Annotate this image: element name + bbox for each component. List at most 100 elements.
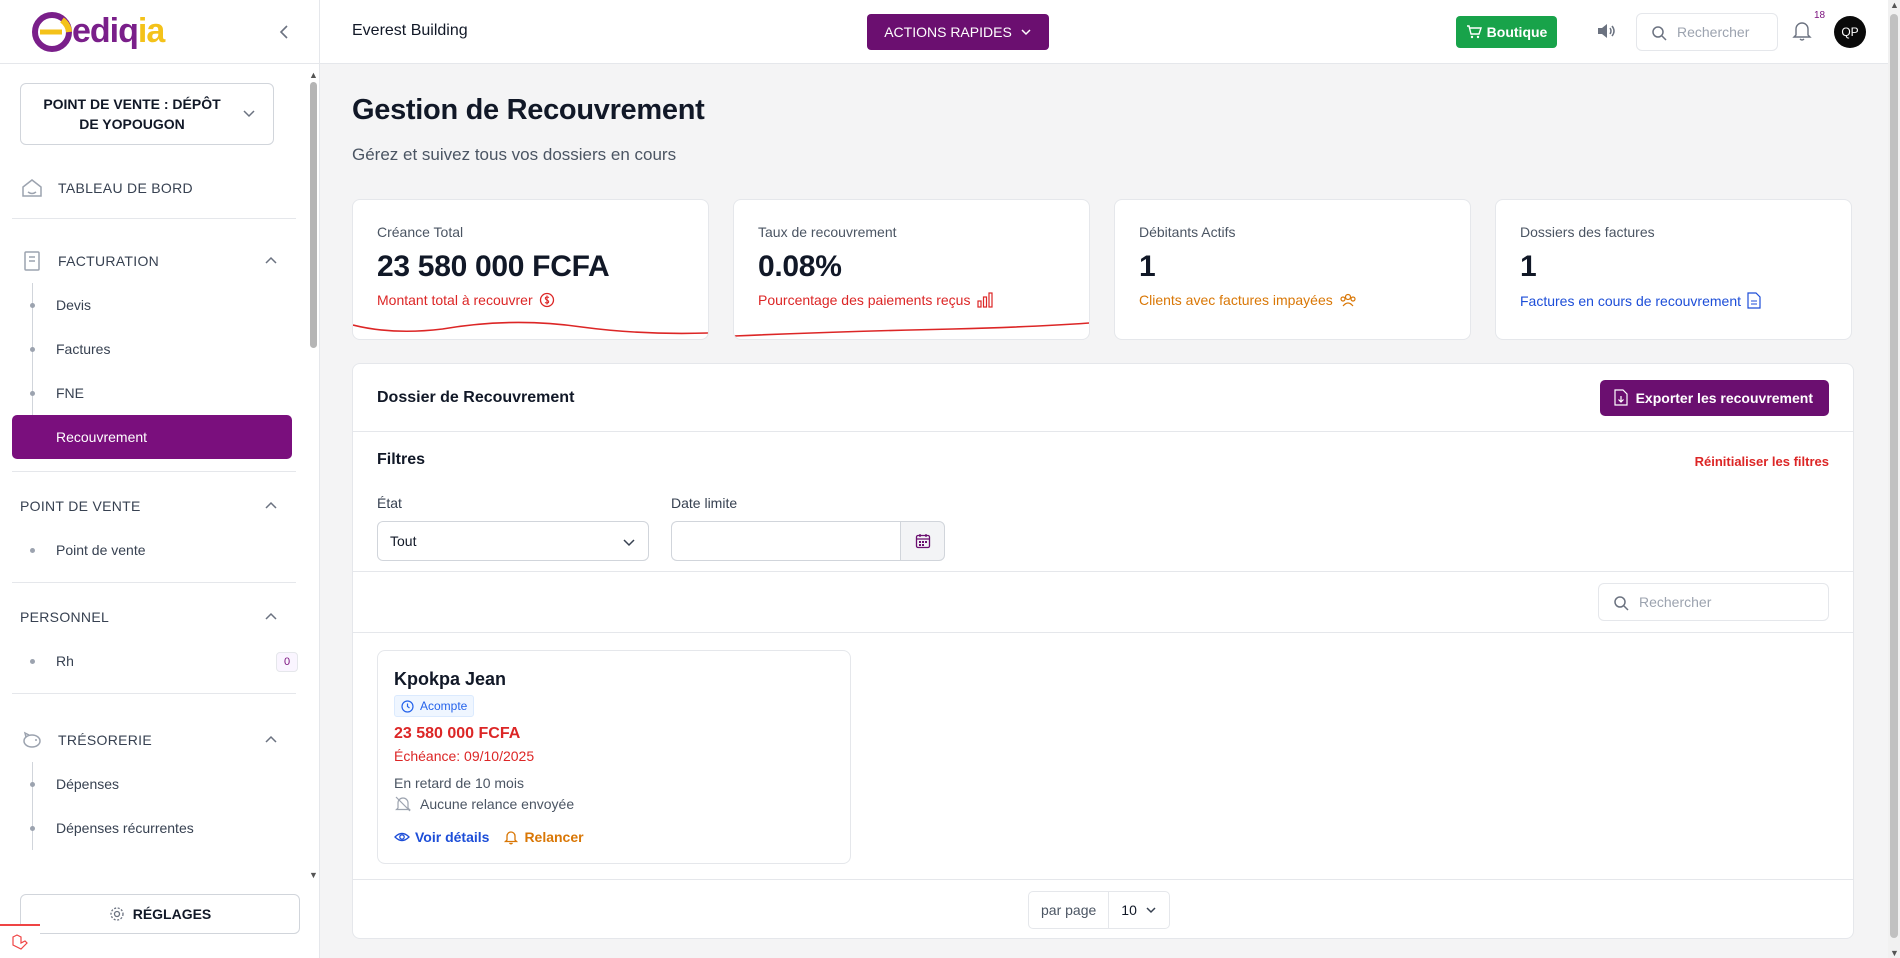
section-tresorerie[interactable]: TRÉSORERIE [0, 718, 308, 762]
sidebar-item-fne[interactable]: FNE [30, 371, 308, 415]
records-grid: Kpokpa Jean Acompte 23 580 000 FCFA Éché… [353, 633, 1853, 880]
top-search-input[interactable]: Rechercher [1636, 13, 1778, 51]
boutique-button[interactable]: Boutique [1456, 16, 1557, 48]
point-of-sale-select[interactable]: POINT DE VENTE : DÉPÔT DE YOPOUGON [20, 83, 274, 145]
sidebar-scrollbar[interactable]: ▲ ▼ [309, 70, 318, 880]
top-search-placeholder: Rechercher [1677, 24, 1750, 40]
scroll-up-icon[interactable]: ▲ [1890, 0, 1899, 10]
due-date-label: Date limite [671, 495, 738, 511]
due-date-input[interactable] [671, 521, 901, 561]
reset-filters-link[interactable]: Réinitialiser les filtres [1694, 454, 1829, 469]
sidebar-item-depenses-recurrentes[interactable]: Dépenses récurrentes [30, 806, 308, 850]
view-details-button[interactable]: Voir détails [394, 829, 489, 845]
relance-button[interactable]: Relancer [503, 828, 584, 845]
cart-icon [1466, 25, 1482, 39]
collapse-sidebar-button[interactable] [270, 18, 298, 46]
stat-label: Débitants Actifs [1139, 224, 1236, 240]
settings-label: RÉGLAGES [132, 906, 212, 922]
record-relance-text: Aucune relance envoyée [420, 795, 575, 812]
file-icon [1747, 292, 1761, 309]
per-page-label: par page [1029, 892, 1110, 928]
section-title: PERSONNEL [20, 609, 110, 625]
bullet [30, 548, 35, 553]
section-personnel[interactable]: PERSONNEL [0, 595, 308, 639]
panel-title: Dossier de Recouvrement [377, 388, 575, 406]
speaker-icon[interactable] [1595, 20, 1617, 47]
logo-area: ediq ia [0, 0, 319, 64]
relance-label: Relancer [524, 828, 584, 845]
personnel-list: Rh 0 [30, 639, 308, 683]
sidebar-item-label: Factures [56, 341, 111, 357]
stat-foot-text: Factures en cours de recouvrement [1520, 292, 1741, 309]
invoice-icon [24, 251, 40, 271]
sidebar-item-label: TABLEAU DE BORD [58, 180, 193, 196]
stat-foot: Factures en cours de recouvrement [1520, 292, 1827, 309]
search-icon [1652, 26, 1667, 41]
section-title: TRÉSORERIE [58, 732, 153, 748]
sidebar-item-rh[interactable]: Rh 0 [30, 639, 308, 683]
sidebar-item-point-de-vente[interactable]: Point de vente [30, 528, 308, 572]
notification-count-badge: 18 [1814, 10, 1826, 21]
logo-text-accent: ia [137, 12, 165, 50]
state-select[interactable]: Tout [377, 521, 649, 561]
bullet [30, 826, 35, 831]
records-search-input[interactable]: Rechercher [1598, 583, 1829, 621]
calendar-button[interactable] [900, 521, 945, 561]
sidebar-item-dashboard[interactable]: TABLEAU DE BORD [20, 166, 296, 210]
bullet [30, 303, 35, 308]
chevron-down-icon [1146, 907, 1156, 914]
bell-icon[interactable] [1792, 20, 1812, 47]
stats-row: Créance Total 23 580 000 FCFA Montant to… [352, 199, 1854, 340]
brand-logo[interactable]: ediq ia [32, 11, 165, 52]
scroll-up-icon[interactable]: ▲ [309, 70, 318, 80]
chevron-up-icon [265, 501, 277, 509]
divider [12, 693, 296, 694]
stat-card-debitants: Débitants Actifs 1 Clients avec factures… [1114, 199, 1471, 340]
scroll-down-icon[interactable]: ▼ [1890, 948, 1899, 958]
stat-foot: Clients avec factures impayées [1139, 292, 1446, 308]
stat-value: 1 [1139, 250, 1156, 283]
quick-actions-button[interactable]: ACTIONS RAPIDES [867, 14, 1049, 50]
laravel-icon[interactable] [0, 924, 40, 958]
sidebar-item-devis[interactable]: Devis [30, 283, 308, 327]
section-facturation[interactable]: FACTURATION [0, 239, 308, 283]
scrollbar-thumb[interactable] [1890, 14, 1898, 938]
panel-header: Dossier de Recouvrement Exporter les rec… [353, 364, 1853, 432]
boutique-label: Boutique [1486, 24, 1548, 40]
export-button[interactable]: Exporter les recouvrement [1599, 379, 1829, 416]
page-scrollbar[interactable]: ▲ ▼ [1888, 0, 1900, 958]
state-label: État [377, 495, 402, 511]
state-select-value: Tout [390, 533, 417, 549]
search-icon [1614, 596, 1629, 611]
stat-foot: Montant total à recouvrer [377, 292, 684, 308]
stat-card-creance: Créance Total 23 580 000 FCFA Montant to… [352, 199, 709, 340]
scrollbar-thumb[interactable] [310, 82, 317, 348]
status-badge: Acompte [394, 695, 475, 717]
settings-button[interactable]: RÉGLAGES [20, 894, 300, 934]
divider [12, 218, 296, 219]
stat-foot-text: Montant total à recouvrer [377, 292, 533, 308]
section-point-de-vente[interactable]: POINT DE VENTE [0, 484, 308, 528]
calendar-icon [915, 534, 930, 549]
record-amount: 23 580 000 FCFA [394, 724, 521, 742]
sidebar-item-depenses[interactable]: Dépenses [30, 762, 308, 806]
per-page-value: 10 [1121, 902, 1137, 918]
sidebar-item-label: Recouvrement [56, 429, 148, 445]
sidebar-nav: POINT DE VENTE : DÉPÔT DE YOPOUGON TABLE… [0, 64, 308, 884]
scroll-down-icon[interactable]: ▼ [309, 870, 318, 880]
per-page-select[interactable]: 10 [1109, 892, 1169, 928]
page-subtitle: Gérez et suivez tous vos dossiers en cou… [352, 145, 677, 164]
piggy-bank-icon [23, 731, 41, 748]
stat-wave-decoration [353, 321, 708, 335]
avatar[interactable]: QP [1834, 16, 1866, 48]
chevron-left-icon [279, 25, 288, 39]
record-late-status: En retard de 10 mois [394, 774, 524, 791]
sidebar-item-recouvrement[interactable]: Recouvrement [12, 415, 292, 459]
stat-label: Créance Total [377, 224, 464, 240]
search-row: Rechercher [353, 572, 1853, 633]
logo-text: ediq [72, 12, 139, 50]
stat-card-taux: Taux de recouvrement 0.08% Pourcentage d… [733, 199, 1090, 340]
record-due-date: Échéance: 09/10/2025 [394, 747, 535, 764]
sidebar-item-factures[interactable]: Factures [30, 327, 308, 371]
stat-label: Dossiers des factures [1520, 224, 1655, 240]
